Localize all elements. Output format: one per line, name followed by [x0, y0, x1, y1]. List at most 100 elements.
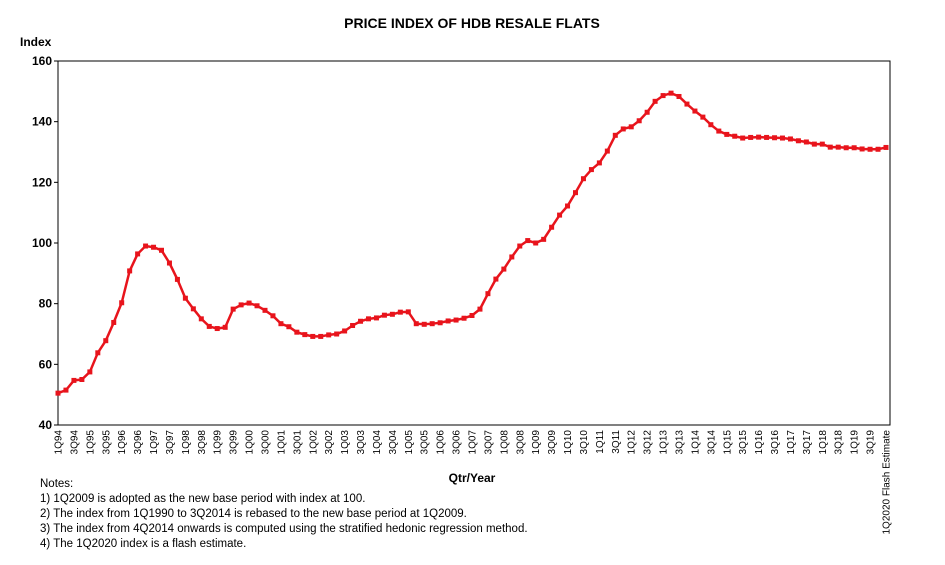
- x-tick-label: 1Q12: [627, 430, 638, 455]
- x-tick-label: 1Q09: [531, 430, 542, 455]
- x-tick-label: 1Q94: [54, 430, 65, 455]
- point-marker: [453, 317, 459, 323]
- point-marker: [509, 254, 515, 260]
- point-marker: [533, 240, 539, 246]
- x-tick-label: 3Q07: [483, 430, 494, 455]
- x-tick-label: 3Q15: [738, 430, 749, 455]
- point-marker: [541, 236, 547, 242]
- point-marker: [405, 309, 411, 315]
- x-tick-label: 1Q96: [117, 430, 128, 455]
- x-tick-label: 1Q08: [499, 430, 510, 455]
- x-tick-label: 1Q97: [149, 430, 160, 455]
- point-marker: [795, 138, 801, 144]
- x-tick-label: 1Q14: [690, 430, 701, 455]
- x-tick-label: 3Q98: [197, 430, 208, 455]
- point-marker: [652, 98, 658, 104]
- point-marker: [549, 224, 555, 230]
- point-marker: [174, 276, 180, 282]
- point-marker: [159, 247, 164, 253]
- point-marker: [843, 145, 849, 151]
- point-marker: [326, 332, 332, 338]
- chart-title: PRICE INDEX OF HDB RESALE FLATS: [344, 15, 600, 31]
- point-marker: [111, 319, 117, 325]
- point-marker: [485, 291, 491, 297]
- x-tick-label: 3Q04: [388, 430, 399, 455]
- note: 2) The index from 1Q1990 to 3Q2014 is re…: [40, 508, 467, 520]
- x-tick-label: 1Q2020 Flash Estimate: [882, 430, 893, 535]
- x-tick-label: 1Q06: [436, 430, 447, 455]
- x-tick-label: 1Q04: [372, 430, 383, 455]
- x-tick-label: 3Q02: [324, 430, 335, 455]
- point-marker: [748, 134, 754, 140]
- x-tick-label: 3Q08: [515, 430, 526, 455]
- point-marker: [127, 268, 133, 274]
- point-marker: [477, 306, 483, 312]
- point-marker: [389, 311, 395, 317]
- point-marker: [381, 312, 387, 318]
- point-marker: [294, 329, 300, 335]
- point-marker: [692, 108, 698, 114]
- x-tick-label: 3Q94: [69, 430, 80, 455]
- x-tick-label: 1Q15: [722, 430, 733, 455]
- x-tick-label: 3Q03: [356, 430, 367, 455]
- x-tick-label: 1Q01: [276, 430, 287, 455]
- x-tick-label: 3Q11: [611, 430, 622, 454]
- point-marker: [103, 338, 109, 344]
- point-marker: [716, 128, 722, 134]
- point-marker: [342, 328, 348, 334]
- point-marker: [803, 139, 809, 145]
- point-marker: [310, 333, 316, 339]
- point-marker: [684, 101, 690, 107]
- point-marker: [429, 321, 435, 327]
- point-marker: [286, 324, 292, 330]
- point-marker: [278, 321, 284, 327]
- y-tick-label: 80: [39, 297, 53, 311]
- point-marker: [166, 260, 172, 266]
- x-tick-label: 3Q95: [101, 430, 112, 455]
- x-tick-label: 3Q13: [675, 430, 686, 455]
- x-tick-label: 1Q17: [786, 430, 797, 455]
- point-marker: [740, 135, 746, 141]
- x-tick-label: 1Q16: [754, 430, 765, 455]
- point-marker: [501, 266, 507, 272]
- point-marker: [334, 331, 340, 337]
- point-marker: [732, 133, 738, 139]
- y-tick-label: 120: [32, 175, 52, 189]
- point-marker: [588, 167, 594, 173]
- point-marker: [151, 244, 157, 250]
- point-marker: [262, 307, 268, 313]
- point-marker: [525, 238, 531, 244]
- point-marker: [756, 134, 762, 140]
- point-marker: [867, 146, 873, 152]
- x-tick-label: 3Q12: [643, 430, 654, 455]
- point-marker: [883, 144, 889, 150]
- point-marker: [238, 302, 244, 308]
- x-tick-label: 3Q18: [834, 430, 845, 455]
- x-tick-label: 1Q95: [85, 430, 96, 455]
- point-marker: [517, 243, 523, 249]
- point-marker: [254, 303, 260, 309]
- point-marker: [318, 333, 324, 339]
- point-marker: [780, 135, 785, 141]
- x-tick-label: 3Q16: [770, 430, 781, 455]
- point-marker: [596, 160, 602, 166]
- point-marker: [63, 387, 69, 393]
- x-tick-label: 1Q99: [213, 430, 224, 455]
- point-marker: [71, 377, 77, 383]
- point-marker: [565, 203, 571, 209]
- x-tick-label: 3Q06: [452, 430, 463, 455]
- y-tick-label: 60: [39, 357, 53, 371]
- point-marker: [397, 309, 403, 315]
- point-marker: [143, 243, 149, 249]
- point-marker: [437, 320, 443, 326]
- note: Notes:: [40, 478, 73, 490]
- point-marker: [557, 212, 563, 218]
- point-marker: [708, 122, 714, 128]
- point-marker: [214, 326, 220, 332]
- note: 1) 1Q2009 is adopted as the new base per…: [40, 493, 365, 505]
- point-marker: [819, 141, 825, 147]
- x-tick-label: 1Q13: [659, 430, 670, 455]
- x-tick-label: 3Q99: [229, 430, 240, 455]
- x-axis-label: Qtr/Year: [449, 471, 496, 485]
